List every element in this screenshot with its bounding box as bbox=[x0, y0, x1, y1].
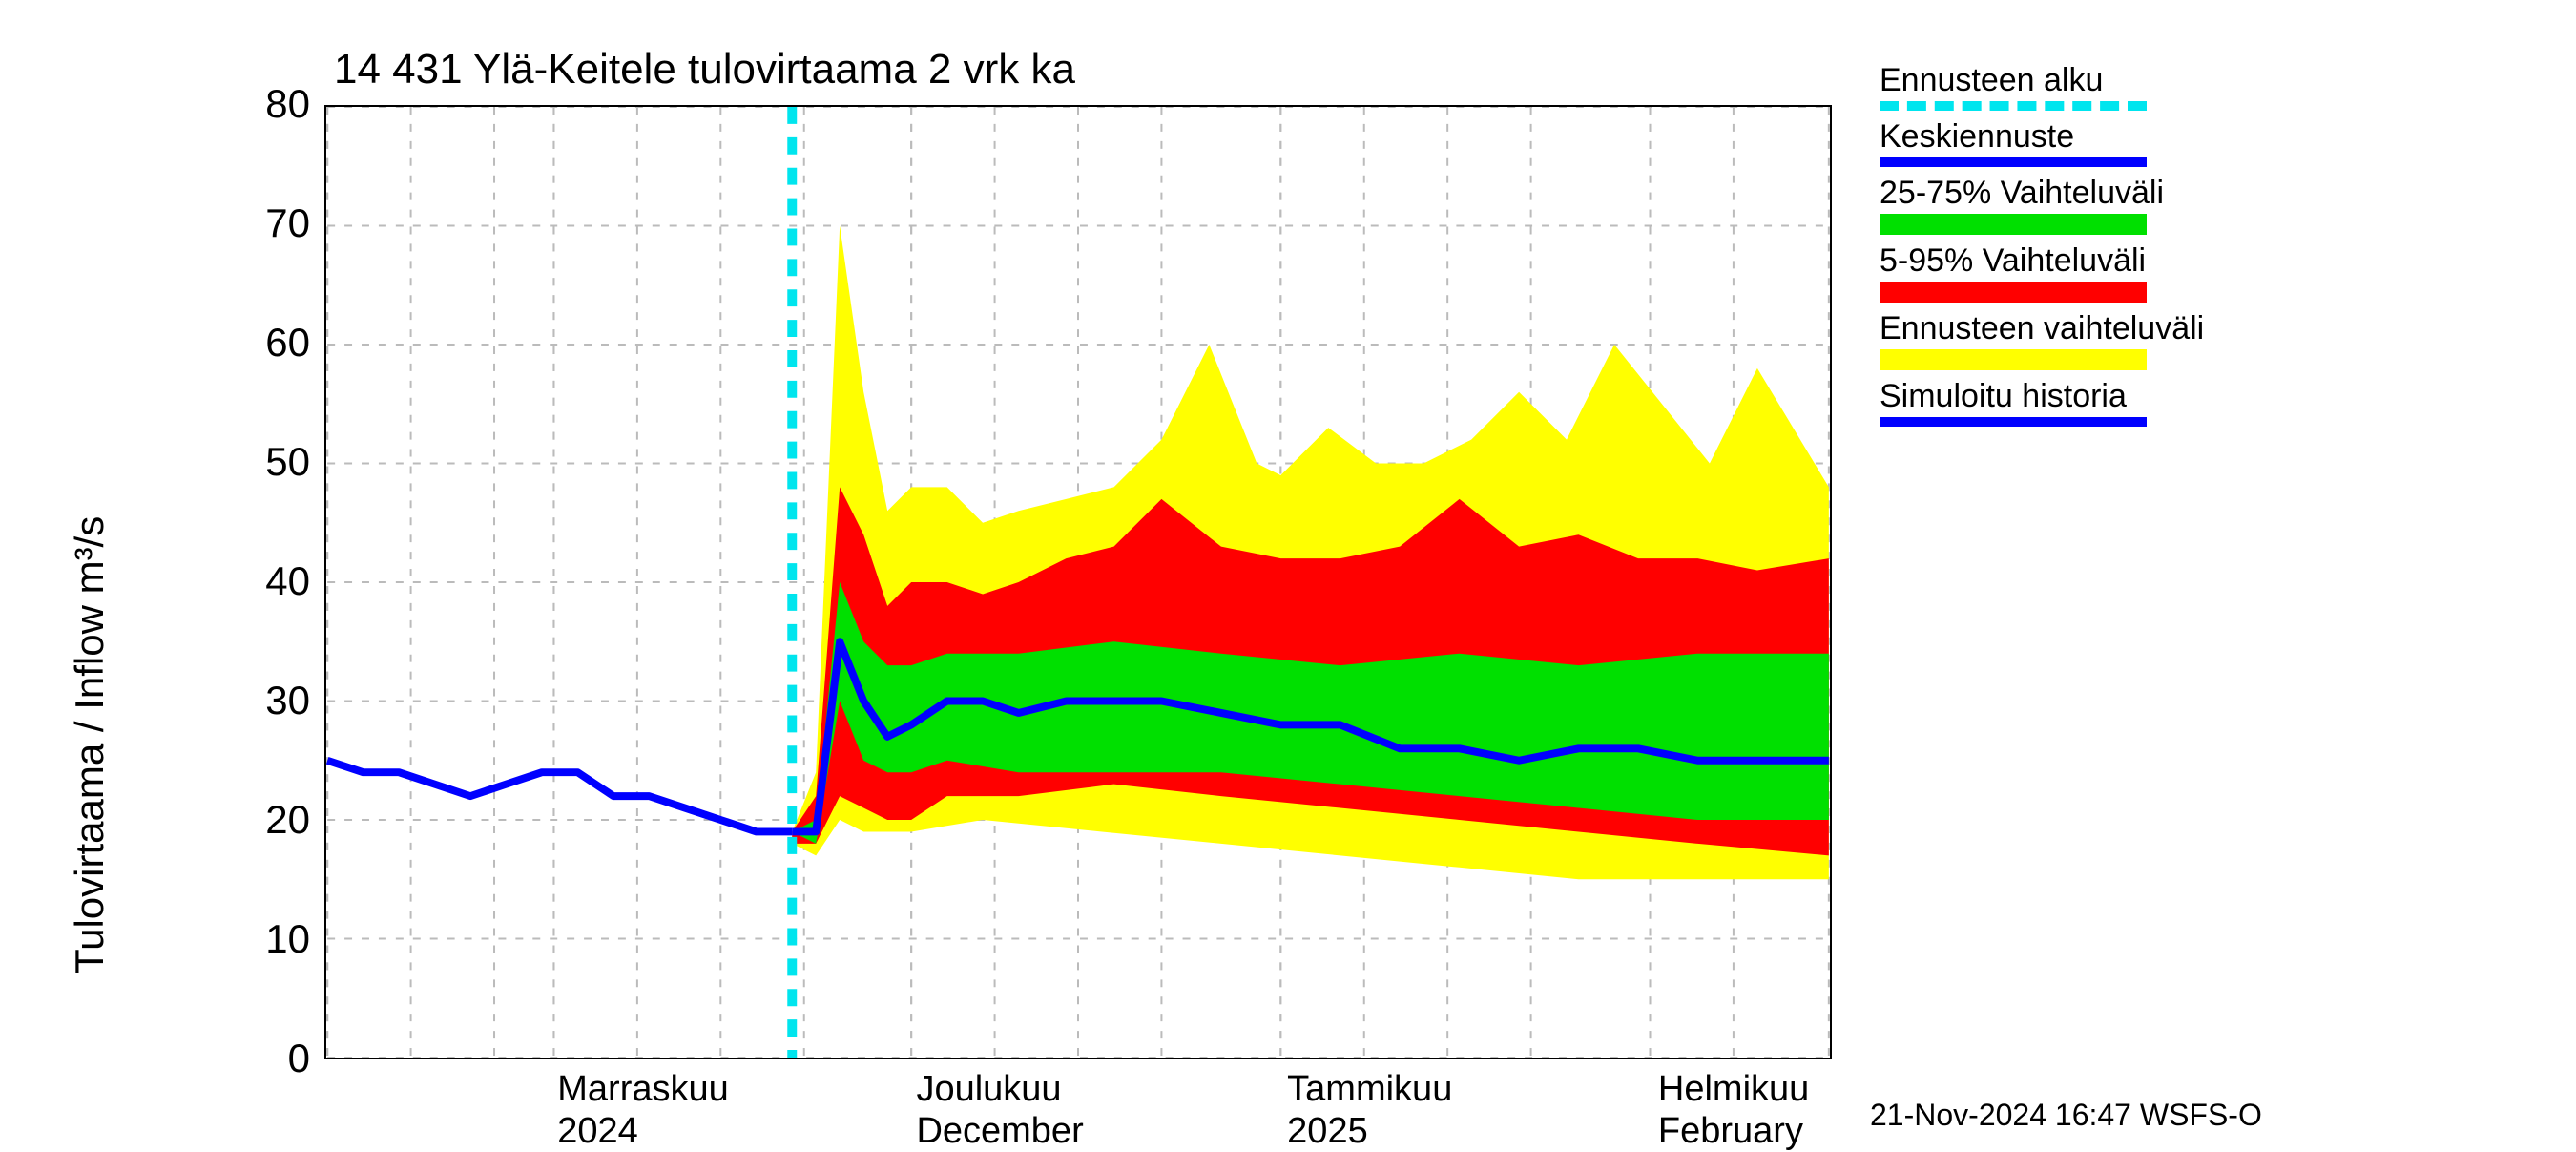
legend-label: Simuloitu historia bbox=[1880, 378, 2204, 415]
y-tick-label: 60 bbox=[196, 320, 310, 366]
legend-item: Simuloitu historia bbox=[1880, 378, 2204, 427]
x-tick-label: HelmikuuFebruary bbox=[1658, 1069, 1809, 1152]
legend-swatch bbox=[1880, 214, 2147, 235]
y-tick-label: 20 bbox=[196, 797, 310, 843]
chart-page: 14 431 Ylä-Keitele tulovirtaama 2 vrk ka… bbox=[0, 0, 2576, 1145]
legend-swatch bbox=[1880, 349, 2147, 370]
y-tick-label: 80 bbox=[196, 81, 310, 127]
legend-label: Keskiennuste bbox=[1880, 118, 2204, 156]
legend: Ennusteen alku Keskiennuste 25-75% Vaihtel… bbox=[1880, 62, 2204, 434]
legend-item: Keskiennuste bbox=[1880, 118, 2204, 167]
legend-swatch bbox=[1880, 101, 2147, 111]
legend-item: 25-75% Vaihteluväli bbox=[1880, 175, 2204, 235]
x-tick-label: JoulukuuDecember bbox=[916, 1069, 1083, 1152]
legend-swatch bbox=[1880, 417, 2147, 427]
y-tick-label: 10 bbox=[196, 916, 310, 962]
x-tick-label: Tammikuu2025 bbox=[1287, 1069, 1452, 1152]
y-tick-label: 70 bbox=[196, 200, 310, 246]
legend-label: 25-75% Vaihteluväli bbox=[1880, 175, 2204, 212]
legend-label: Ennusteen vaihteluväli bbox=[1880, 310, 2204, 347]
x-tick-label: Marraskuu2024 bbox=[557, 1069, 729, 1152]
plot-area bbox=[324, 105, 1832, 1059]
plot-svg bbox=[326, 107, 1830, 1058]
y-tick-label: 40 bbox=[196, 558, 310, 604]
legend-label: Ennusteen alku bbox=[1880, 62, 2204, 99]
footer-timestamp: 21-Nov-2024 16:47 WSFS-O bbox=[1870, 1098, 2262, 1133]
y-tick-label: 0 bbox=[196, 1036, 310, 1081]
chart-title: 14 431 Ylä-Keitele tulovirtaama 2 vrk ka bbox=[334, 46, 1075, 94]
y-tick-label: 50 bbox=[196, 439, 310, 485]
legend-item: Ennusteen vaihteluväli bbox=[1880, 310, 2204, 370]
legend-item: Ennusteen alku bbox=[1880, 62, 2204, 111]
y-axis-label: Tulovirtaama / Inflow m³/s bbox=[67, 516, 113, 974]
legend-swatch bbox=[1880, 157, 2147, 167]
y-tick-label: 30 bbox=[196, 678, 310, 723]
legend-item: 5-95% Vaihteluväli bbox=[1880, 242, 2204, 303]
legend-swatch bbox=[1880, 282, 2147, 303]
legend-label: 5-95% Vaihteluväli bbox=[1880, 242, 2204, 280]
